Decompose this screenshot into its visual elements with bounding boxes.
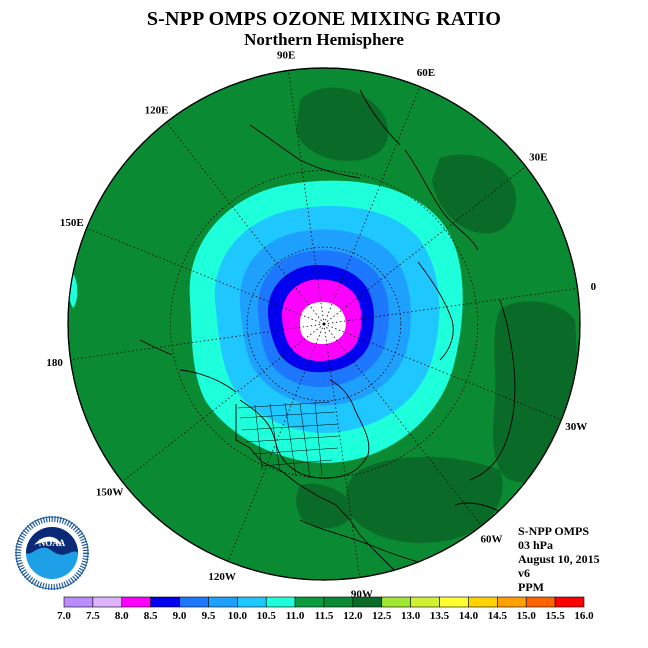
info-version: v6 (518, 566, 530, 580)
colorbar-label: 10.5 (257, 610, 277, 622)
meridian-line (323, 166, 526, 325)
meridian-line (166, 122, 325, 325)
colorbar-label: 9.5 (202, 610, 216, 622)
colorbar-swatch (294, 596, 325, 608)
longitude-label: 180 (46, 357, 63, 369)
colorbar-swatch (121, 596, 151, 608)
colorbar-swatch (237, 596, 267, 608)
graticule (70, 70, 578, 578)
meridian-line (227, 323, 325, 562)
longitude-label: 90E (277, 50, 295, 62)
colorbar-swatch (92, 596, 123, 608)
meridian-line (70, 323, 325, 361)
parallel-line (246, 246, 402, 402)
colorbar-swatch (468, 596, 498, 608)
parallel-line (169, 169, 479, 479)
colorbar-label: 8.5 (144, 610, 158, 622)
colorbar-swatch (497, 596, 527, 608)
colorbar-label: 12.5 (372, 610, 392, 622)
colorbar-swatch (525, 596, 556, 608)
colorbar-label: 8.0 (115, 610, 129, 622)
colorbar-label: 7.0 (57, 610, 71, 622)
colorbar-label: 13.5 (430, 610, 450, 622)
dark-patch-right (493, 301, 580, 483)
longitude-label: 120W (208, 571, 236, 583)
colorbar-swatch (439, 596, 469, 608)
info-units: PPM (518, 580, 544, 594)
colorbar-label: 15.0 (517, 610, 537, 622)
colorbar-swatch (208, 596, 238, 608)
info-instrument: S-NPP OMPS (518, 524, 589, 538)
meridian-line (323, 86, 421, 325)
colorbar-label: 9.0 (173, 610, 187, 622)
colorbar-label: 12.0 (343, 610, 363, 622)
colorbar-label: 13.0 (401, 610, 421, 622)
longitude-label: 0 (591, 281, 597, 293)
colorbar-swatch (63, 596, 94, 608)
dark-patch-southwest (296, 483, 353, 529)
meridian-line (122, 323, 325, 482)
colorbar-swatch (381, 596, 411, 608)
colorbar-swatch (554, 596, 585, 608)
meridian-line (86, 227, 325, 325)
dark-patch-north (296, 87, 389, 161)
info-block: S-NPP OMPS 03 hPa August 10, 2015 v6 PPM (518, 524, 600, 594)
colorbar-label: 14.5 (488, 610, 508, 622)
colorbar-label: 16.0 (574, 610, 594, 622)
band-below-7 (300, 301, 346, 345)
longitude-label: 150E (60, 217, 84, 229)
map-subtitle: Northern Hemisphere (244, 30, 404, 49)
colorbar-swatch (179, 596, 209, 608)
colorbar-label: 7.5 (86, 610, 100, 622)
colorbar-label: 10.0 (228, 610, 248, 622)
meridian-line (323, 323, 562, 421)
noaa-logo: NOAA (15, 516, 89, 590)
state-borders (237, 401, 341, 479)
info-level: 03 hPa (518, 538, 554, 552)
globe-outline (67, 67, 581, 581)
colorbar-swatch (150, 596, 180, 608)
colorbar-swatch (323, 596, 354, 608)
longitude-label: 30E (529, 152, 547, 164)
info-date: August 10, 2015 (518, 552, 600, 566)
colorbar-label: 15.5 (545, 610, 565, 622)
colorbar: 7.0 7.5 8.0 8.5 9.0 9.5 10.0 10.5 11.0 11.5 12.0 12… (57, 596, 594, 622)
longitude-label: 60W (480, 533, 502, 545)
longitude-label: 60E (417, 67, 435, 79)
colorbar-swatch (265, 596, 296, 608)
colorbar-label: 11.0 (286, 610, 305, 622)
colorbar-swatch (410, 596, 440, 608)
longitude-label: 150W (96, 486, 124, 498)
colorbar-swatch (352, 596, 383, 608)
dark-patch-east (432, 154, 516, 234)
colorbar-label: 11.5 (315, 610, 334, 622)
map-title: S-NPP OMPS OZONE MIXING RATIO (146, 8, 502, 30)
meridian-line (323, 287, 578, 325)
meridian-line (287, 70, 325, 325)
meridian-line (323, 323, 482, 526)
dark-patch-south (345, 456, 503, 543)
colorbar-label: 14.0 (459, 610, 479, 622)
noaa-logo-text: NOAA (39, 538, 66, 548)
longitude-label: 120E (145, 105, 169, 117)
longitude-label: 30W (565, 421, 587, 433)
meridian-line (323, 323, 361, 578)
